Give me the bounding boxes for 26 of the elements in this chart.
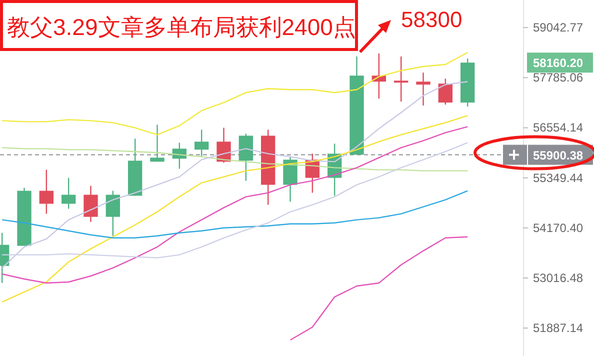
candlestick xyxy=(106,190,120,236)
candlestick xyxy=(194,129,209,158)
candlestick xyxy=(416,72,430,106)
ref-line-label: 55900.38 xyxy=(533,148,584,162)
candlestick xyxy=(39,169,54,214)
y-tick-label: 55349.44 xyxy=(533,170,584,185)
candlestick xyxy=(150,124,164,162)
y-tick-label: 51887.14 xyxy=(533,321,584,336)
annotation: 58300 xyxy=(401,7,462,32)
line-series xyxy=(2,190,468,238)
line-series xyxy=(2,81,468,268)
line-series xyxy=(2,126,468,284)
line-series xyxy=(2,52,468,136)
text: 58160.20 xyxy=(533,56,584,70)
candlestick xyxy=(394,56,408,102)
line-series xyxy=(2,115,468,302)
y-tick-label: 57785.06 xyxy=(533,70,584,85)
y-tick-label: 54170.40 xyxy=(533,220,584,235)
y-tick-label: 56554.14 xyxy=(533,120,584,135)
candlestick xyxy=(61,177,76,210)
candlestick xyxy=(84,185,98,222)
y-tick-label: 53016.48 xyxy=(533,270,584,285)
text: 教父3.29文章多单布局获利2400点 xyxy=(7,14,356,40)
line-series xyxy=(290,236,468,341)
candlestick xyxy=(438,78,453,106)
y-tick-label: 59042.77 xyxy=(533,20,584,35)
